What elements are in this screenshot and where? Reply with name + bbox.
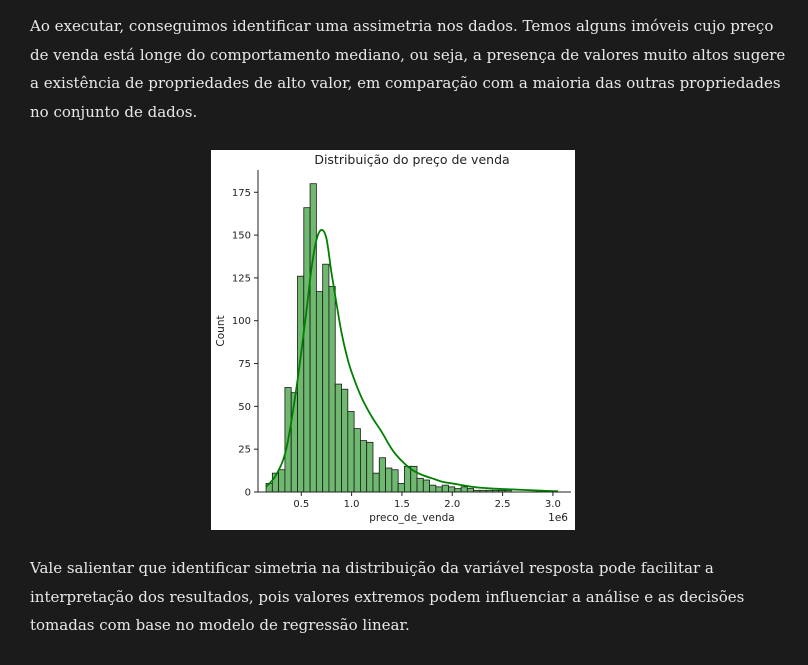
y-tick-label: 175 xyxy=(232,188,251,199)
histogram-bar xyxy=(328,286,336,493)
kde-curve xyxy=(265,229,558,493)
y-ticks-group: 0 25 50 75 100 125 150 175 xyxy=(232,188,258,499)
y-axis-label: Count xyxy=(215,315,227,346)
bars-group xyxy=(265,183,544,493)
histogram-bar xyxy=(466,488,475,493)
histogram-chart: Distribuição do preço de venda 0 25 50 75 10… xyxy=(215,152,571,524)
histogram-bar xyxy=(397,483,405,493)
histogram-bar xyxy=(448,486,456,493)
histogram-bar xyxy=(359,440,368,493)
histogram-bar xyxy=(441,484,449,493)
histogram-bar xyxy=(416,477,424,493)
x-tick-label: 0.5 xyxy=(293,499,309,510)
conclusion-paragraph: Vale salientar que identificar simetria … xyxy=(30,559,745,634)
histogram-bar xyxy=(303,207,311,493)
histogram-bar xyxy=(322,263,330,493)
histogram-bar xyxy=(297,275,305,493)
y-tick-label: 100 xyxy=(232,316,251,327)
histogram-bar xyxy=(454,488,462,493)
x-ticks-group: 0.5 1.0 1.5 2.0 2.5 3.0 xyxy=(293,492,561,510)
x-axis-label: preco_de_venda xyxy=(369,512,454,524)
histogram-bar xyxy=(435,486,443,493)
x-tick-label: 2.0 xyxy=(444,499,460,510)
histogram-bar xyxy=(334,383,342,493)
histogram-bar xyxy=(385,467,393,493)
y-tick-label: 150 xyxy=(232,231,251,242)
intro-paragraph: Ao executar, conseguimos identificar uma… xyxy=(30,17,786,121)
histogram-bar xyxy=(309,183,317,493)
x-tick-label: 1.5 xyxy=(394,499,410,510)
histogram-bar xyxy=(422,479,430,493)
histogram-bar xyxy=(429,484,437,493)
y-tick-label: 0 xyxy=(245,488,251,499)
histogram-bar xyxy=(353,428,361,493)
histogram-bar xyxy=(366,441,374,493)
y-tick-label: 75 xyxy=(238,359,251,370)
histogram-bar xyxy=(341,388,349,493)
histogram-bar xyxy=(378,457,386,493)
x-offset-label: 1e6 xyxy=(548,512,568,524)
y-tick-label: 50 xyxy=(238,402,251,413)
histogram-figure: Distribuição do preço de venda 0 25 50 75 10… xyxy=(211,150,575,530)
histogram-bar xyxy=(391,469,399,493)
histogram-bar xyxy=(404,465,412,493)
x-tick-label: 3.0 xyxy=(545,499,561,510)
histogram-bar xyxy=(460,486,468,493)
y-tick-label: 125 xyxy=(232,273,251,284)
histogram-bar xyxy=(347,411,355,493)
y-tick-label: 25 xyxy=(238,445,251,456)
x-tick-label: 1.0 xyxy=(344,499,360,510)
chart-title: Distribuição do preço de venda xyxy=(314,152,509,167)
histogram-bar xyxy=(315,291,324,493)
x-tick-label: 2.5 xyxy=(495,499,511,510)
histogram-bar xyxy=(278,469,286,493)
histogram-bar xyxy=(372,472,380,493)
